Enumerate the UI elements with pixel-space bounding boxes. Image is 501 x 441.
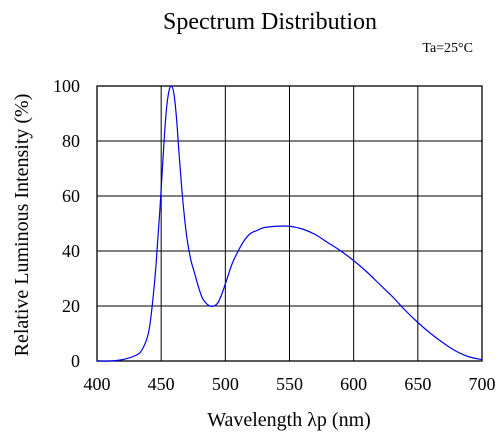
y-tick-label: 60: [62, 186, 80, 206]
y-tick-label: 80: [62, 131, 80, 151]
x-tick-label: 550: [276, 374, 303, 394]
chart-title: Spectrum Distribution: [163, 9, 377, 35]
x-tick-label: 600: [340, 374, 367, 394]
x-axis-label: Wavelength λp (nm): [207, 409, 371, 431]
x-tick-label: 700: [469, 374, 496, 394]
x-tick-label: 650: [404, 374, 431, 394]
y-tick-label: 100: [53, 76, 80, 96]
grid-lines: [97, 86, 482, 361]
y-axis-label: Relative Luminous Intensity (%): [11, 94, 33, 357]
spectrum-line: [96, 85, 483, 362]
x-tick-label: 400: [84, 374, 111, 394]
plot-frame: [96, 85, 483, 362]
y-tick-label: 0: [71, 351, 80, 371]
tick-labels: 400 450 500 550 600 650 700 0 20 40 60 80 100: [53, 76, 496, 394]
y-tick-label: 20: [62, 296, 80, 316]
x-tick-label: 500: [212, 374, 239, 394]
x-tick-label: 450: [148, 374, 175, 394]
temperature-annotation: Ta=25°C: [422, 41, 473, 56]
y-tick-label: 40: [62, 241, 80, 261]
